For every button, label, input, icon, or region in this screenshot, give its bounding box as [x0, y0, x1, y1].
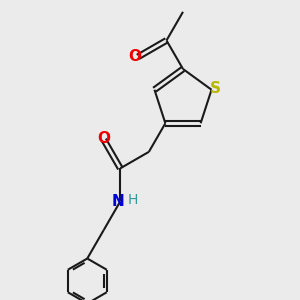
Text: N: N	[112, 194, 124, 209]
Text: O: O	[128, 50, 141, 64]
Text: S: S	[210, 81, 220, 96]
Text: H: H	[128, 193, 138, 207]
Text: O: O	[97, 131, 110, 146]
